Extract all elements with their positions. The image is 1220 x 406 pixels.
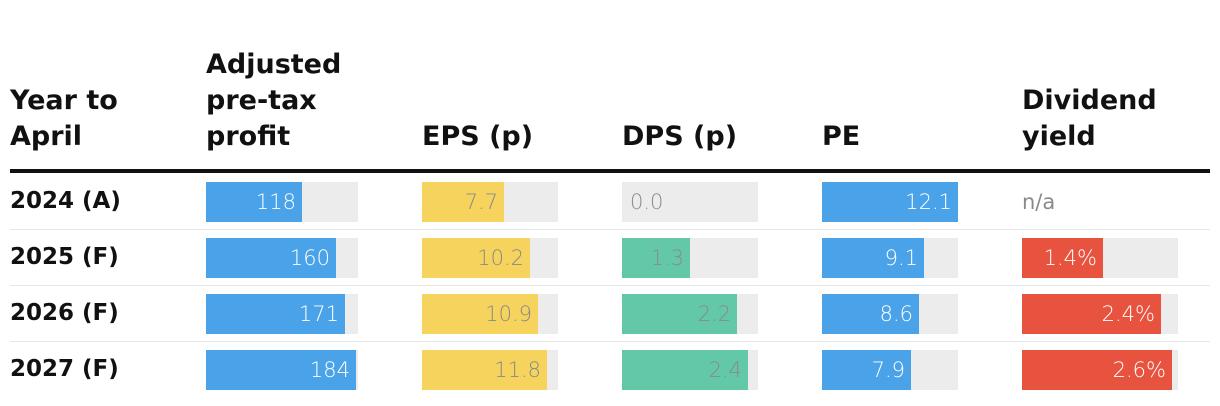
row-year: 2024 (A) [10, 188, 121, 214]
profit-bar [206, 238, 336, 278]
yield-cell: 2.4% [1022, 294, 1178, 334]
yield-bar [1022, 350, 1172, 390]
header-dps: DPS (p) [622, 121, 738, 152]
table-row: 2024 (A) 118 7.7 0.0 12.1 n/a [0, 173, 1220, 230]
pe-cell: 12.1 [822, 182, 958, 222]
yield-bar [1022, 294, 1161, 334]
dps-cell: 1.3 [622, 238, 758, 278]
yield-na-label: n/a [1022, 190, 1056, 214]
profit-cell: 160 [206, 238, 358, 278]
yield-value-label: 1.4% [1043, 246, 1097, 270]
table-row: 2026 (F) 171 10.9 2.2 8.6 2.4% [0, 285, 1220, 342]
dps-bar [622, 238, 690, 278]
row-year: 2027 (F) [10, 356, 119, 382]
table-header: Year to April Adjusted pre-tax profit EP… [0, 0, 1220, 155]
row-year: 2026 (F) [10, 300, 119, 326]
pe-value-label: 12.1 [905, 190, 952, 214]
profit-value-label: 184 [309, 358, 350, 382]
table-row: 2025 (F) 160 10.2 1.3 9.1 1.4% [0, 229, 1220, 286]
profit-cell: 118 [206, 182, 358, 222]
pe-cell: 7.9 [822, 350, 958, 390]
pe-value-label: 9.1 [884, 246, 918, 270]
row-separator [10, 341, 1210, 342]
eps-cell: 11.8 [422, 350, 558, 390]
pe-bar [822, 294, 919, 334]
profit-value-label: 171 [298, 302, 339, 326]
dps-bar [622, 294, 737, 334]
pe-bar [822, 238, 924, 278]
yield-cell: 2.6% [1022, 350, 1178, 390]
pe-value-label: 8.6 [879, 302, 913, 326]
yield-cell: 1.4% [1022, 238, 1178, 278]
header-eps: EPS (p) [422, 121, 534, 152]
header-pe: PE [822, 121, 861, 152]
profit-bar [206, 182, 302, 222]
dps-cell: 2.4 [622, 350, 758, 390]
eps-value-label: 10.9 [485, 302, 532, 326]
yield-bar [1022, 238, 1103, 278]
profit-value-label: 118 [255, 190, 296, 214]
profit-cell: 171 [206, 294, 358, 334]
dps-bar [622, 350, 748, 390]
dps-cell: 0.0 [622, 182, 758, 222]
header-year: Year to April [10, 85, 118, 152]
eps-value-label: 10.2 [477, 246, 524, 270]
yield-value-label: 2.4% [1101, 302, 1155, 326]
header-rule [10, 169, 1210, 173]
eps-bar [422, 238, 530, 278]
row-year: 2025 (F) [10, 244, 119, 270]
dps-track [622, 182, 758, 222]
profit-value-label: 160 [289, 246, 330, 270]
dps-value-label: 2.2 [697, 302, 731, 326]
header-yield: Dividend yield [1022, 85, 1157, 152]
profit-bar [206, 294, 345, 334]
eps-cell: 10.2 [422, 238, 558, 278]
dps-value-label: 0.0 [630, 190, 664, 214]
pe-bar [822, 350, 911, 390]
yield-value-label: 2.6% [1112, 358, 1166, 382]
profit-cell: 184 [206, 350, 358, 390]
table-row: 2027 (F) 184 11.8 2.4 7.9 2.6% [0, 341, 1220, 397]
header-profit: Adjusted pre-tax profit [206, 49, 342, 152]
dps-value-label: 2.4 [708, 358, 742, 382]
eps-value-label: 7.7 [464, 190, 498, 214]
eps-cell: 7.7 [422, 182, 558, 222]
profit-bar [206, 350, 356, 390]
row-separator [10, 285, 1210, 286]
eps-bar [422, 350, 547, 390]
eps-value-label: 11.8 [494, 358, 541, 382]
row-separator [10, 229, 1210, 230]
dps-value-label: 1.3 [650, 246, 684, 270]
yield-cell: n/a [1022, 182, 1178, 222]
pe-value-label: 7.9 [871, 358, 905, 382]
pe-cell: 8.6 [822, 294, 958, 334]
eps-bar [422, 294, 538, 334]
dps-cell: 2.2 [622, 294, 758, 334]
eps-cell: 10.9 [422, 294, 558, 334]
pe-cell: 9.1 [822, 238, 958, 278]
eps-bar [422, 182, 504, 222]
pe-bar [822, 182, 958, 222]
